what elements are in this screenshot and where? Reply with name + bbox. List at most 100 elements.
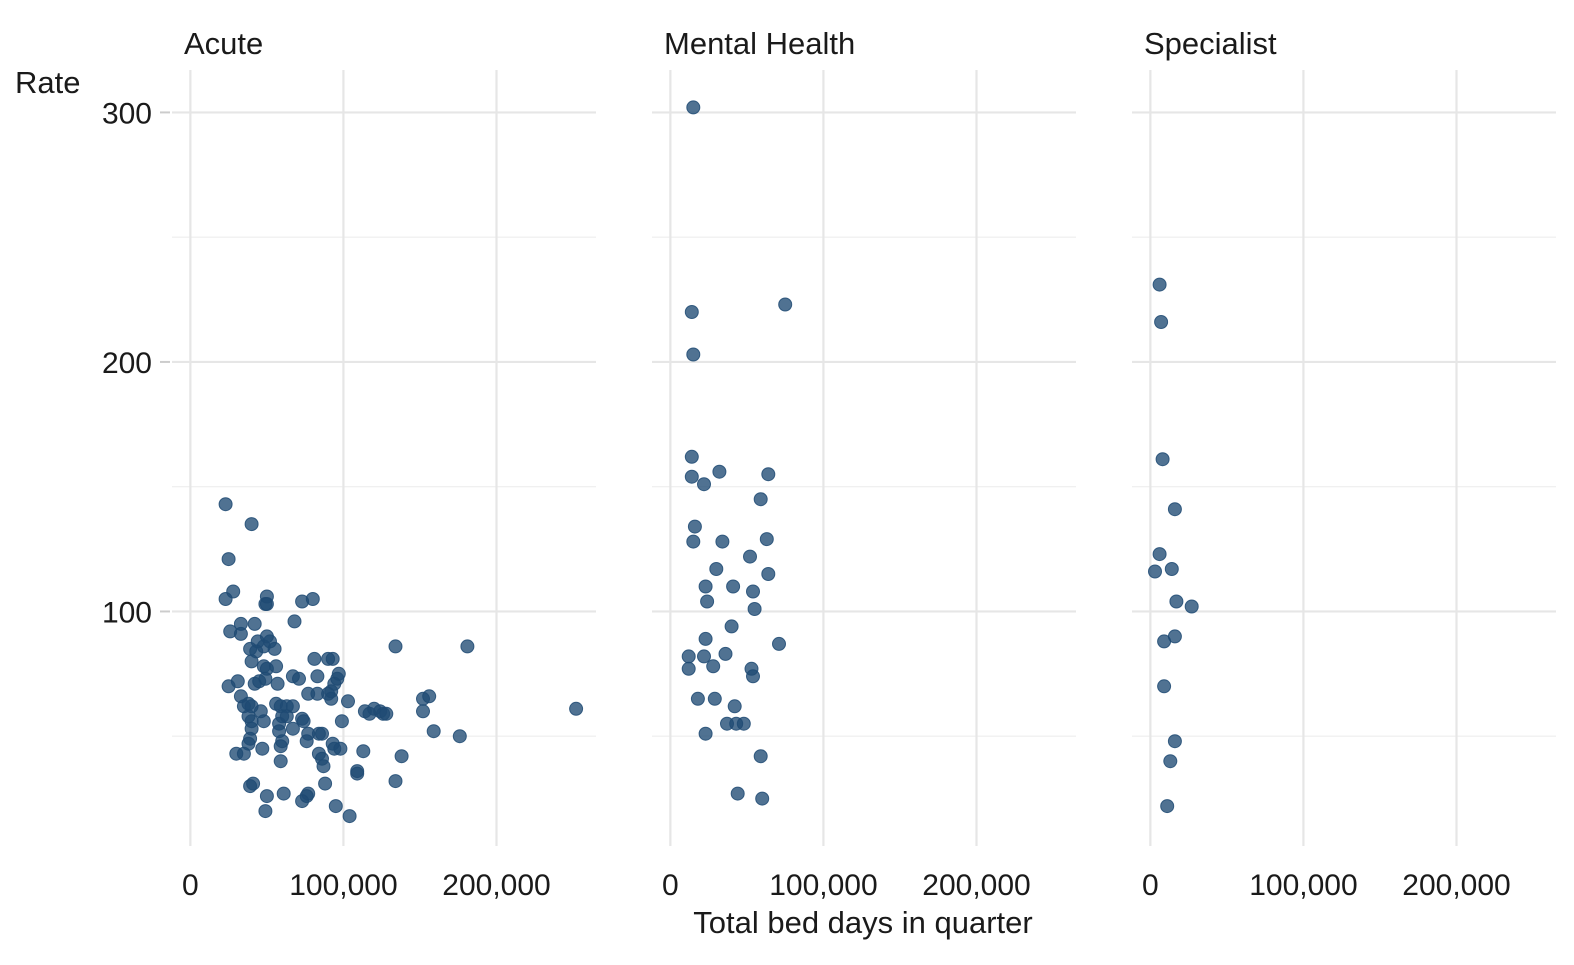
data-point-mental-health: [759, 532, 774, 547]
data-point-acute: [460, 639, 475, 654]
data-point-mental-health: [686, 100, 701, 115]
data-point-mental-health: [707, 691, 722, 706]
data-point-mental-health: [724, 619, 739, 634]
data-point-mental-health: [700, 594, 715, 609]
y-axis-title: Rate: [15, 65, 80, 100]
x-tick-label: 100,000: [769, 869, 877, 902]
data-point-specialist: [1160, 799, 1175, 814]
data-point-mental-health: [747, 602, 762, 616]
data-point-mental-health: [712, 464, 727, 479]
data-point-mental-health: [743, 549, 757, 564]
x-axis-title: Total bed days in quarter: [693, 905, 1033, 940]
data-point-acute: [244, 517, 259, 532]
labels-layer: Acute 0 100,000 200,000 Mental Health 0 100,00…: [102, 26, 1511, 902]
data-point-specialist: [1184, 599, 1199, 614]
data-point-acute: [256, 714, 271, 729]
data-point-acute: [350, 764, 365, 779]
data-point-mental-health: [755, 791, 770, 806]
data-point-acute: [292, 671, 306, 686]
data-point-mental-health: [698, 726, 713, 741]
data-point-acute: [342, 809, 357, 824]
x-tick-label: 200,000: [922, 869, 1030, 902]
data-point-acute: [218, 592, 233, 606]
data-point-acute: [569, 701, 584, 716]
y-tick-label: 100: [102, 596, 152, 629]
data-point-acute: [333, 741, 348, 756]
points-layer: [218, 100, 1199, 824]
data-point-specialist: [1155, 452, 1170, 467]
data-point-acute: [310, 669, 325, 684]
data-point-mental-health: [684, 305, 699, 319]
data-point-acute: [316, 759, 331, 774]
data-point-acute: [259, 789, 274, 804]
data-point-acute: [285, 699, 300, 714]
data-point-acute: [276, 786, 291, 801]
data-point-acute: [341, 694, 355, 709]
data-point-acute: [331, 666, 346, 681]
data-point-mental-health: [681, 661, 696, 676]
data-point-acute: [244, 654, 259, 669]
data-point-specialist: [1157, 679, 1172, 694]
data-point-mental-health: [687, 519, 702, 534]
data-point-acute: [356, 744, 371, 759]
x-tick-label: 0: [182, 869, 199, 902]
data-point-acute: [307, 651, 322, 666]
y-tick-label: 200: [102, 347, 152, 380]
data-point-specialist: [1167, 734, 1182, 749]
data-point-acute: [318, 776, 333, 791]
data-point-specialist: [1148, 564, 1162, 579]
data-point-acute: [426, 724, 441, 739]
data-point-acute: [388, 639, 403, 654]
data-point-mental-health: [715, 534, 730, 549]
x-tick-label: 100,000: [1249, 869, 1357, 902]
data-point-specialist: [1164, 562, 1179, 576]
x-tick-label: 0: [1142, 869, 1159, 902]
data-point-mental-health: [709, 562, 724, 576]
data-point-mental-health: [746, 584, 760, 599]
data-point-acute: [305, 592, 320, 606]
data-point-acute: [221, 552, 236, 567]
data-point-acute: [295, 794, 310, 809]
data-point-mental-health: [684, 449, 699, 464]
data-point-mental-health: [706, 659, 721, 674]
data-point-mental-health: [746, 669, 760, 684]
data-point-acute: [452, 729, 467, 744]
data-point-specialist: [1154, 315, 1169, 329]
data-point-mental-health: [761, 467, 776, 482]
data-point-mental-health: [753, 749, 768, 764]
data-point-specialist: [1167, 502, 1182, 517]
data-point-acute: [259, 597, 274, 611]
data-point-mental-health: [698, 579, 713, 594]
data-point-specialist: [1169, 594, 1184, 609]
data-point-mental-health: [753, 492, 768, 507]
grid-layer: [160, 70, 1556, 846]
data-point-acute: [243, 641, 258, 656]
data-point-acute: [218, 497, 233, 512]
data-point-mental-health: [778, 297, 793, 312]
data-point-acute: [230, 674, 245, 689]
data-point-acute: [285, 721, 300, 736]
data-point-acute: [273, 754, 288, 769]
data-point-acute: [279, 709, 294, 724]
data-point-mental-health: [697, 477, 711, 492]
data-point-acute: [379, 706, 394, 721]
data-point-specialist: [1163, 754, 1178, 769]
data-point-acute: [287, 614, 302, 629]
data-point-acute: [269, 659, 284, 674]
data-point-specialist: [1167, 629, 1182, 644]
data-point-mental-health: [726, 579, 741, 594]
data-point-acute: [273, 739, 288, 754]
data-point-acute: [388, 774, 403, 789]
data-point-mental-health: [761, 567, 776, 581]
data-point-acute: [325, 651, 340, 666]
data-point-acute: [247, 616, 262, 631]
facet-title-specialist: Specialist: [1144, 26, 1277, 61]
data-point-acute: [416, 704, 430, 719]
data-point-mental-health: [681, 649, 696, 664]
x-tick-label: 100,000: [289, 869, 397, 902]
data-point-acute: [334, 714, 349, 729]
data-point-mental-health: [698, 631, 713, 646]
data-point-acute: [296, 714, 311, 729]
